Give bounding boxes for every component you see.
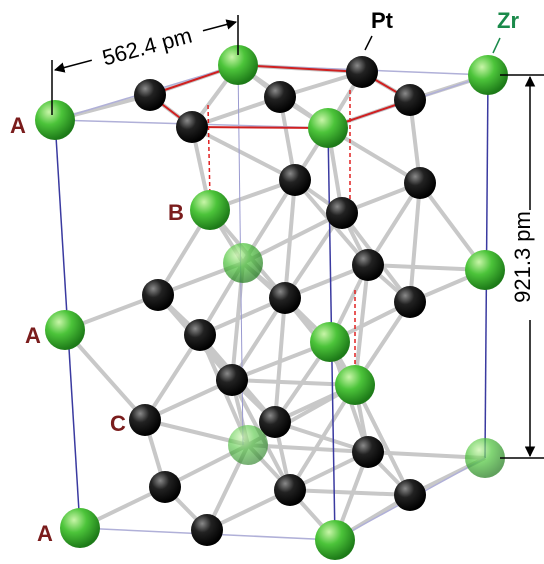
zr-label: Zr: [497, 8, 519, 33]
bond: [192, 127, 295, 180]
layer-label: B: [168, 200, 184, 225]
zr-atom: [35, 100, 75, 140]
pt-atom: [352, 436, 384, 468]
pt-atom: [134, 79, 166, 111]
pt-atom: [142, 279, 174, 311]
pt-atom: [264, 81, 296, 113]
zr-atom: [45, 310, 85, 350]
pt-atom: [394, 286, 426, 318]
zr-atom: [228, 425, 268, 465]
pt-atom: [404, 167, 436, 199]
pt-atom: [346, 56, 378, 88]
pt-atom: [394, 84, 426, 116]
pt-atom: [326, 197, 358, 229]
dimension-c-label: 921.3 pm: [510, 211, 535, 303]
pt-atom: [279, 164, 311, 196]
pt-pointer: [365, 36, 372, 50]
zr-atom: [465, 438, 505, 478]
zr-atom: [223, 243, 263, 283]
zr-atom: [310, 322, 350, 362]
zr-atom: [465, 250, 505, 290]
pt-atom: [216, 364, 248, 396]
layer-label: C: [110, 411, 126, 436]
pt-atom: [149, 471, 181, 503]
pt-label: Pt: [371, 8, 394, 33]
pt-atom: [352, 249, 384, 281]
dimension-c: 921.3 pm: [500, 75, 544, 458]
crystal-diagram: 562.4 pm 921.3 pm Pt Zr A B A C A: [0, 0, 544, 564]
bond: [290, 490, 410, 495]
bond: [410, 183, 420, 302]
layer-label: A: [37, 521, 53, 546]
layer-label: A: [25, 323, 41, 348]
pt-atom: [269, 282, 301, 314]
pt-atom: [184, 319, 216, 351]
zr-atom: [190, 190, 230, 230]
zr-atom: [315, 520, 355, 560]
zr-atom: [308, 108, 348, 148]
zr-atom: [335, 365, 375, 405]
pt-atom: [129, 404, 161, 436]
pt-atom: [274, 474, 306, 506]
layer-label: A: [10, 113, 26, 138]
zr-pointer: [493, 38, 500, 53]
pt-atom: [176, 111, 208, 143]
pt-atom: [394, 479, 426, 511]
zr-atom: [60, 508, 100, 548]
pt-atom: [191, 514, 223, 546]
